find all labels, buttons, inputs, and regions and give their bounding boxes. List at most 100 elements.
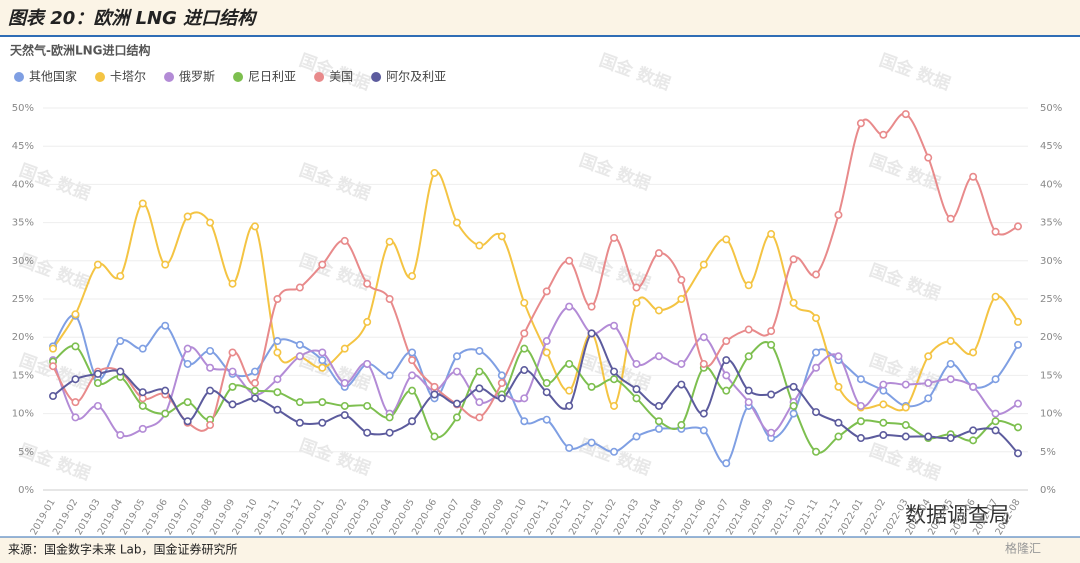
point — [295, 340, 304, 349]
point — [520, 298, 529, 307]
y2-tick-label: 5% — [1040, 447, 1056, 458]
y-tick-label: 15% — [12, 370, 34, 381]
point — [969, 436, 978, 445]
point — [565, 359, 574, 368]
point — [542, 287, 551, 296]
point — [767, 327, 776, 336]
point — [71, 342, 80, 351]
y2-tick-label: 30% — [1040, 256, 1062, 267]
point — [340, 411, 349, 420]
point — [93, 369, 102, 378]
point — [340, 344, 349, 353]
point — [452, 218, 461, 227]
point — [520, 329, 529, 338]
point — [632, 283, 641, 292]
point — [969, 172, 978, 181]
point — [273, 294, 282, 303]
point — [318, 348, 327, 357]
point — [856, 375, 865, 384]
point — [946, 214, 955, 223]
point — [183, 417, 192, 426]
point — [587, 329, 596, 338]
point — [812, 270, 821, 279]
point — [834, 210, 843, 219]
point — [48, 344, 57, 353]
chart-title: 天然气-欧洲LNG进口结构 — [10, 43, 151, 58]
point — [1013, 340, 1022, 349]
point — [924, 379, 933, 388]
point — [318, 363, 327, 372]
point — [161, 409, 170, 418]
point — [116, 337, 125, 346]
point — [228, 348, 237, 357]
point — [834, 352, 843, 361]
point — [520, 394, 529, 403]
point — [789, 298, 798, 307]
point — [363, 401, 372, 410]
point — [789, 401, 798, 410]
figure-title: 图表 20：欧洲 LNG 进口结构 — [8, 8, 258, 29]
point — [363, 317, 372, 326]
point — [879, 130, 888, 139]
point — [430, 432, 439, 441]
point — [1013, 317, 1022, 326]
y-tick-label: 35% — [12, 218, 34, 229]
legend-marker — [164, 72, 175, 82]
point — [699, 260, 708, 269]
point — [273, 405, 282, 414]
point — [183, 359, 192, 368]
point — [116, 430, 125, 439]
point — [408, 356, 417, 365]
y2-tick-label: 40% — [1040, 179, 1062, 190]
point — [542, 388, 551, 397]
point — [138, 344, 147, 353]
watermark: 国金 数据 — [867, 260, 944, 305]
point — [430, 390, 439, 399]
point — [497, 232, 506, 241]
y-tick-label: 40% — [12, 179, 34, 190]
point — [71, 310, 80, 319]
legend-marker — [371, 72, 382, 82]
watermark: 国金 数据 — [597, 50, 674, 95]
y2-tick-label: 45% — [1040, 141, 1062, 152]
point — [991, 227, 1000, 236]
point — [520, 344, 529, 353]
point — [475, 398, 484, 407]
point — [228, 279, 237, 288]
y-tick-label: 45% — [12, 141, 34, 152]
point — [610, 401, 619, 410]
point — [228, 400, 237, 409]
point — [138, 388, 147, 397]
legend-marker — [314, 72, 325, 82]
point — [430, 168, 439, 177]
point — [452, 413, 461, 422]
point — [677, 275, 686, 284]
point — [48, 362, 57, 371]
point — [452, 399, 461, 408]
point — [632, 298, 641, 307]
watermark: 国金 数据 — [877, 50, 954, 95]
y2-tick-label: 0% — [1040, 485, 1056, 496]
point — [722, 337, 731, 346]
y-tick-label: 0% — [18, 485, 34, 496]
point — [610, 375, 619, 384]
point — [161, 321, 170, 330]
point — [318, 398, 327, 407]
point — [520, 366, 529, 375]
point — [946, 434, 955, 443]
point — [340, 236, 349, 245]
point — [408, 348, 417, 357]
point — [812, 408, 821, 417]
point — [452, 367, 461, 376]
point — [767, 390, 776, 399]
point — [250, 222, 259, 231]
point — [250, 379, 259, 388]
point — [206, 363, 215, 372]
header-bg — [0, 0, 1080, 36]
point — [812, 314, 821, 323]
point — [744, 386, 753, 395]
point — [565, 256, 574, 265]
point — [408, 386, 417, 395]
legend-label: 阿尔及利亚 — [386, 69, 446, 84]
point — [744, 398, 753, 407]
